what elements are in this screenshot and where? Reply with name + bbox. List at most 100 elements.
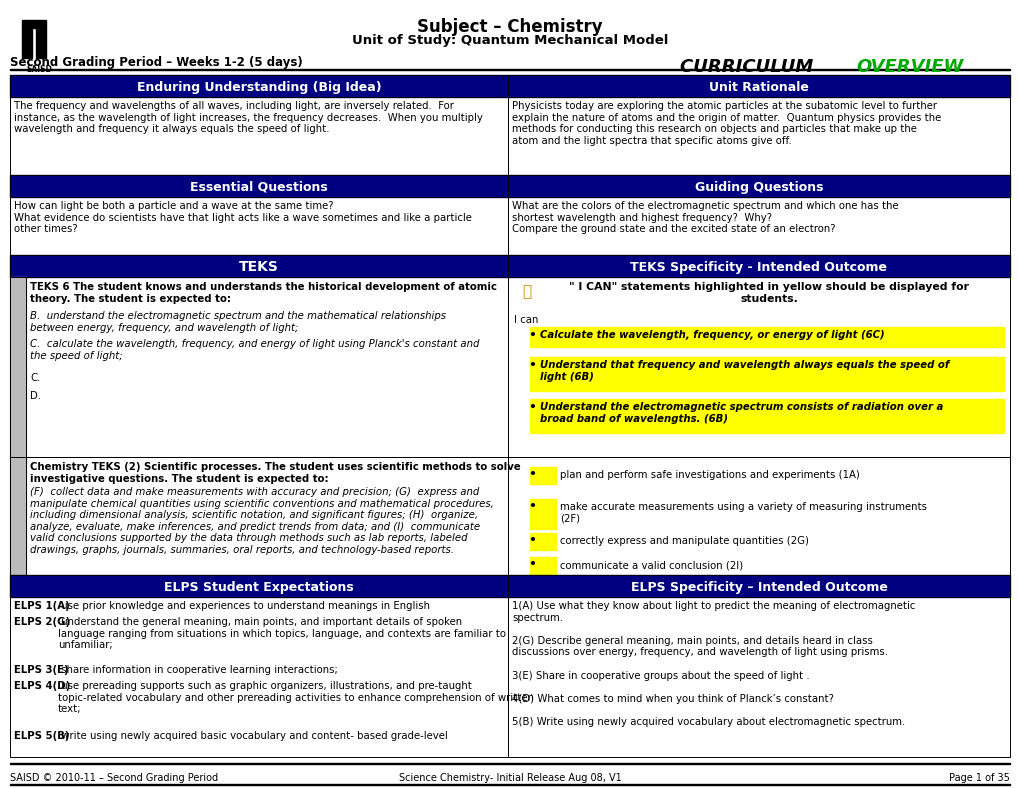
Bar [507,175,1009,197]
Text: What are the colors of the electromagnetic spectrum and which one has the
shorte: What are the colors of the electromagnet… [512,201,898,234]
Bar [10,597,507,757]
Bar [10,763,1009,764]
Bar [12,10,67,62]
Bar [507,457,1009,575]
Bar [10,457,507,575]
Text: ELPS 2(G): ELPS 2(G) [14,617,70,627]
Text: •: • [528,468,535,481]
Text: •: • [528,401,535,414]
Text: TEKS 6 The student knows and understands the historical development of atomic
th: TEKS 6 The student knows and understands… [30,282,496,303]
Bar [10,277,507,457]
Bar [507,197,1009,255]
Bar [507,255,1009,277]
Bar [10,175,507,197]
Bar [507,97,1009,175]
Bar [10,175,507,197]
Text: Calculate the wavelength, frequency, or energy of light (6C): Calculate the wavelength, frequency, or … [539,330,883,340]
Text: Guiding Questions: Guiding Questions [694,180,822,194]
Bar [10,457,25,575]
Text: " I CAN" statements highlighted in yellow should be displayed for
students.: " I CAN" statements highlighted in yello… [569,282,968,303]
Bar [507,277,1009,457]
Text: •: • [528,359,535,372]
Text: 1(A) Use what they know about light to predict the meaning of electromagnetic
sp: 1(A) Use what they know about light to p… [512,601,914,727]
Text: Page 1 of 35: Page 1 of 35 [949,773,1009,783]
Text: OVERVIEW: OVERVIEW [855,58,962,76]
Bar [10,69,1009,70]
Text: SAISD: SAISD [26,65,52,74]
Text: C.: C. [30,373,41,383]
Bar [22,20,46,28]
Text: Chemistry TEKS (2) Scientific processes. The student uses scientific methods to : Chemistry TEKS (2) Scientific processes.… [30,462,520,484]
Bar [530,327,1003,347]
Text: Understand that frequency and wavelength always equals the speed of
light (6B): Understand that frequency and wavelength… [539,360,949,381]
Text: How can light be both a particle and a wave at the same time?
What evidence do s: How can light be both a particle and a w… [14,201,472,234]
Bar [507,575,1009,597]
Text: •: • [528,329,535,342]
Bar [10,575,507,597]
Bar [507,457,1009,575]
Bar [507,277,1009,457]
Bar [10,97,507,175]
Text: Subject – Chemistry: Subject – Chemistry [417,18,602,36]
Bar [530,467,555,484]
Bar [530,557,555,574]
Text: C.  calculate the wavelength, frequency, and energy of light using Planck's cons: C. calculate the wavelength, frequency, … [30,339,479,361]
Text: ELPS Student Expectations: ELPS Student Expectations [164,581,354,593]
Bar [10,255,507,277]
Bar [10,255,507,277]
Bar [507,175,1009,197]
Bar [507,597,1009,757]
Bar [10,277,25,457]
Bar [507,597,1009,757]
Bar [530,499,555,529]
Text: Physicists today are exploring the atomic particles at the subatomic level to fu: Physicists today are exploring the atomi… [512,101,941,146]
Bar [10,75,507,97]
Text: SAISD © 2010-11 – Second Grading Period: SAISD © 2010-11 – Second Grading Period [10,773,218,783]
Text: •: • [528,534,535,547]
Text: CURRICULUM: CURRICULUM [680,58,818,76]
Text: (F)  collect data and make measurements with accuracy and precision; (G)  expres: (F) collect data and make measurements w… [30,487,493,555]
Bar [10,197,507,255]
Bar [10,457,25,575]
Bar [10,575,507,597]
Text: understand the general meaning, main points, and important details of spoken
lan: understand the general meaning, main poi… [58,617,505,650]
Bar [530,357,1003,391]
Text: Second Grading Period – Weeks 1-2 (5 days): Second Grading Period – Weeks 1-2 (5 day… [10,56,303,69]
Text: 📝: 📝 [522,284,531,299]
Bar [10,277,507,457]
Text: Unit Rationale: Unit Rationale [708,80,808,94]
Bar [10,597,507,757]
Text: share information in cooperative learning interactions;: share information in cooperative learnin… [58,665,337,675]
Text: B.  understand the electromagnetic spectrum and the mathematical relationships
b: B. understand the electromagnetic spectr… [30,311,445,333]
Bar [507,197,1009,255]
Bar [507,255,1009,277]
Text: TEKS: TEKS [238,260,278,274]
Bar [10,457,507,575]
Bar [507,97,1009,175]
Text: ELPS 4(D): ELPS 4(D) [14,681,70,691]
Bar [507,575,1009,597]
Text: •: • [528,558,535,571]
Text: communicate a valid conclusion (2I): communicate a valid conclusion (2I) [559,560,743,570]
Text: ELPS Specificity – Intended Outcome: ELPS Specificity – Intended Outcome [630,581,887,593]
Text: Science Chemistry- Initial Release Aug 08, V1: Science Chemistry- Initial Release Aug 0… [398,773,621,783]
Text: TEKS Specificity - Intended Outcome: TEKS Specificity - Intended Outcome [630,261,887,273]
Text: use prereading supports such as graphic organizers, illustrations, and pre-taugh: use prereading supports such as graphic … [58,681,533,714]
Bar [36,28,46,58]
Text: D.: D. [30,391,41,401]
Text: ELPS 5(B): ELPS 5(B) [14,731,69,741]
Bar [22,28,32,58]
Text: Enduring Understanding (Big Idea): Enduring Understanding (Big Idea) [137,80,381,94]
Text: correctly express and manipulate quantities (2G): correctly express and manipulate quantit… [559,536,808,546]
Text: ELPS 1(A): ELPS 1(A) [14,601,69,611]
Bar [10,97,507,175]
Bar [10,784,1009,785]
Text: I can: I can [514,315,538,325]
Text: plan and perform safe investigations and experiments (1A): plan and perform safe investigations and… [559,470,859,480]
Text: make accurate measurements using a variety of measuring instruments
(2F): make accurate measurements using a varie… [559,502,926,523]
Text: Essential Questions: Essential Questions [190,180,327,194]
Bar [507,75,1009,97]
Text: The frequency and wavelengths of all waves, including light, are inversely relat: The frequency and wavelengths of all wav… [14,101,482,134]
Text: Unit of Study: Quantum Mechanical Model: Unit of Study: Quantum Mechanical Model [352,34,667,47]
Text: use prior knowledge and experiences to understand meanings in English: use prior knowledge and experiences to u… [58,601,429,611]
